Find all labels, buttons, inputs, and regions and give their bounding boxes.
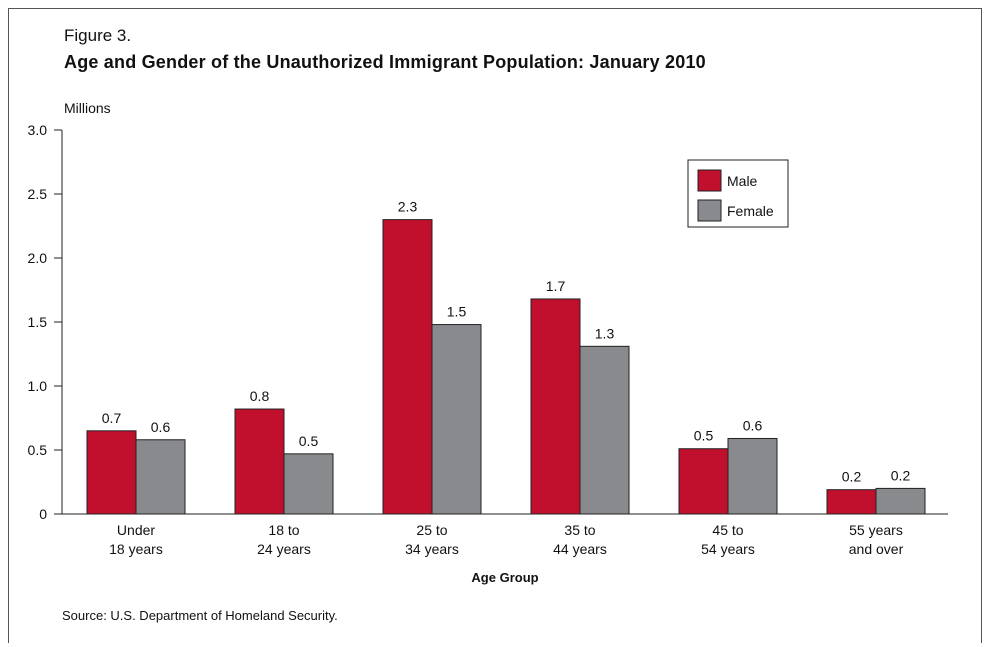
bar-male — [530, 298, 581, 515]
data-label-female: 1.3 — [595, 325, 615, 341]
bar-female — [727, 437, 778, 515]
legend-swatch-male — [697, 169, 722, 192]
bar-male — [678, 448, 729, 515]
bar-male — [382, 219, 433, 515]
data-label-male: 0.2 — [842, 469, 862, 485]
data-label-female: 0.6 — [743, 417, 763, 433]
legend-swatch-female — [697, 199, 722, 222]
x-category-label: 54 years — [701, 541, 755, 557]
data-label-female: 1.5 — [447, 304, 467, 320]
bar-female — [283, 453, 334, 515]
y-axis-unit: Millions — [64, 100, 111, 116]
bar-chart: 0 0.5 1.0 1.5 2.0 2.5 3.0 0.7 0.6 Under 18 years 0.… — [28, 122, 948, 585]
legend-label-female: Female — [727, 203, 774, 219]
x-axis-title: Age Group — [471, 570, 538, 585]
data-label-female: 0.2 — [891, 467, 911, 483]
x-category-label: and over — [849, 541, 904, 557]
x-category-label: 18 years — [109, 541, 163, 557]
source-note: Source: U.S. Department of Homeland Secu… — [62, 608, 338, 623]
figure-label: Figure 3. — [64, 26, 132, 45]
x-category-label: 55 years — [849, 522, 903, 538]
bar-male — [826, 489, 877, 515]
x-category-label: 24 years — [257, 541, 311, 557]
bar-female — [875, 487, 926, 515]
data-label-male: 0.5 — [694, 428, 714, 444]
y-tick-label: 1.0 — [28, 378, 48, 394]
x-category-label: 45 to — [712, 522, 743, 538]
bar-female — [135, 439, 186, 515]
bar-female — [579, 345, 630, 515]
y-tick-label: 2.5 — [28, 186, 48, 202]
y-tick-label: 0 — [39, 506, 47, 522]
data-label-female: 0.6 — [151, 419, 171, 435]
data-label-female: 0.5 — [299, 433, 319, 449]
legend-label-male: Male — [727, 173, 758, 189]
x-category-label: 44 years — [553, 541, 607, 557]
x-category-label: 25 to — [416, 522, 447, 538]
y-tick-label: 0.5 — [28, 442, 48, 458]
y-tick-label: 2.0 — [28, 250, 48, 266]
x-category-label: 18 to — [268, 522, 299, 538]
data-label-male: 0.8 — [250, 388, 270, 404]
figure-frame — [8, 8, 982, 643]
bar-female — [431, 324, 482, 515]
bar-male — [234, 408, 285, 515]
x-category-label: 35 to — [564, 522, 595, 538]
data-label-male: 1.7 — [546, 278, 566, 294]
x-category-label: Under — [117, 522, 155, 538]
y-tick-label: 3.0 — [28, 122, 48, 138]
y-tick-label: 1.5 — [28, 314, 48, 330]
data-label-male: 0.7 — [102, 410, 122, 426]
data-label-male: 2.3 — [398, 199, 418, 215]
x-category-label: 34 years — [405, 541, 459, 557]
chart-title: Age and Gender of the Unauthorized Immig… — [64, 52, 706, 72]
bar-male — [86, 430, 137, 515]
